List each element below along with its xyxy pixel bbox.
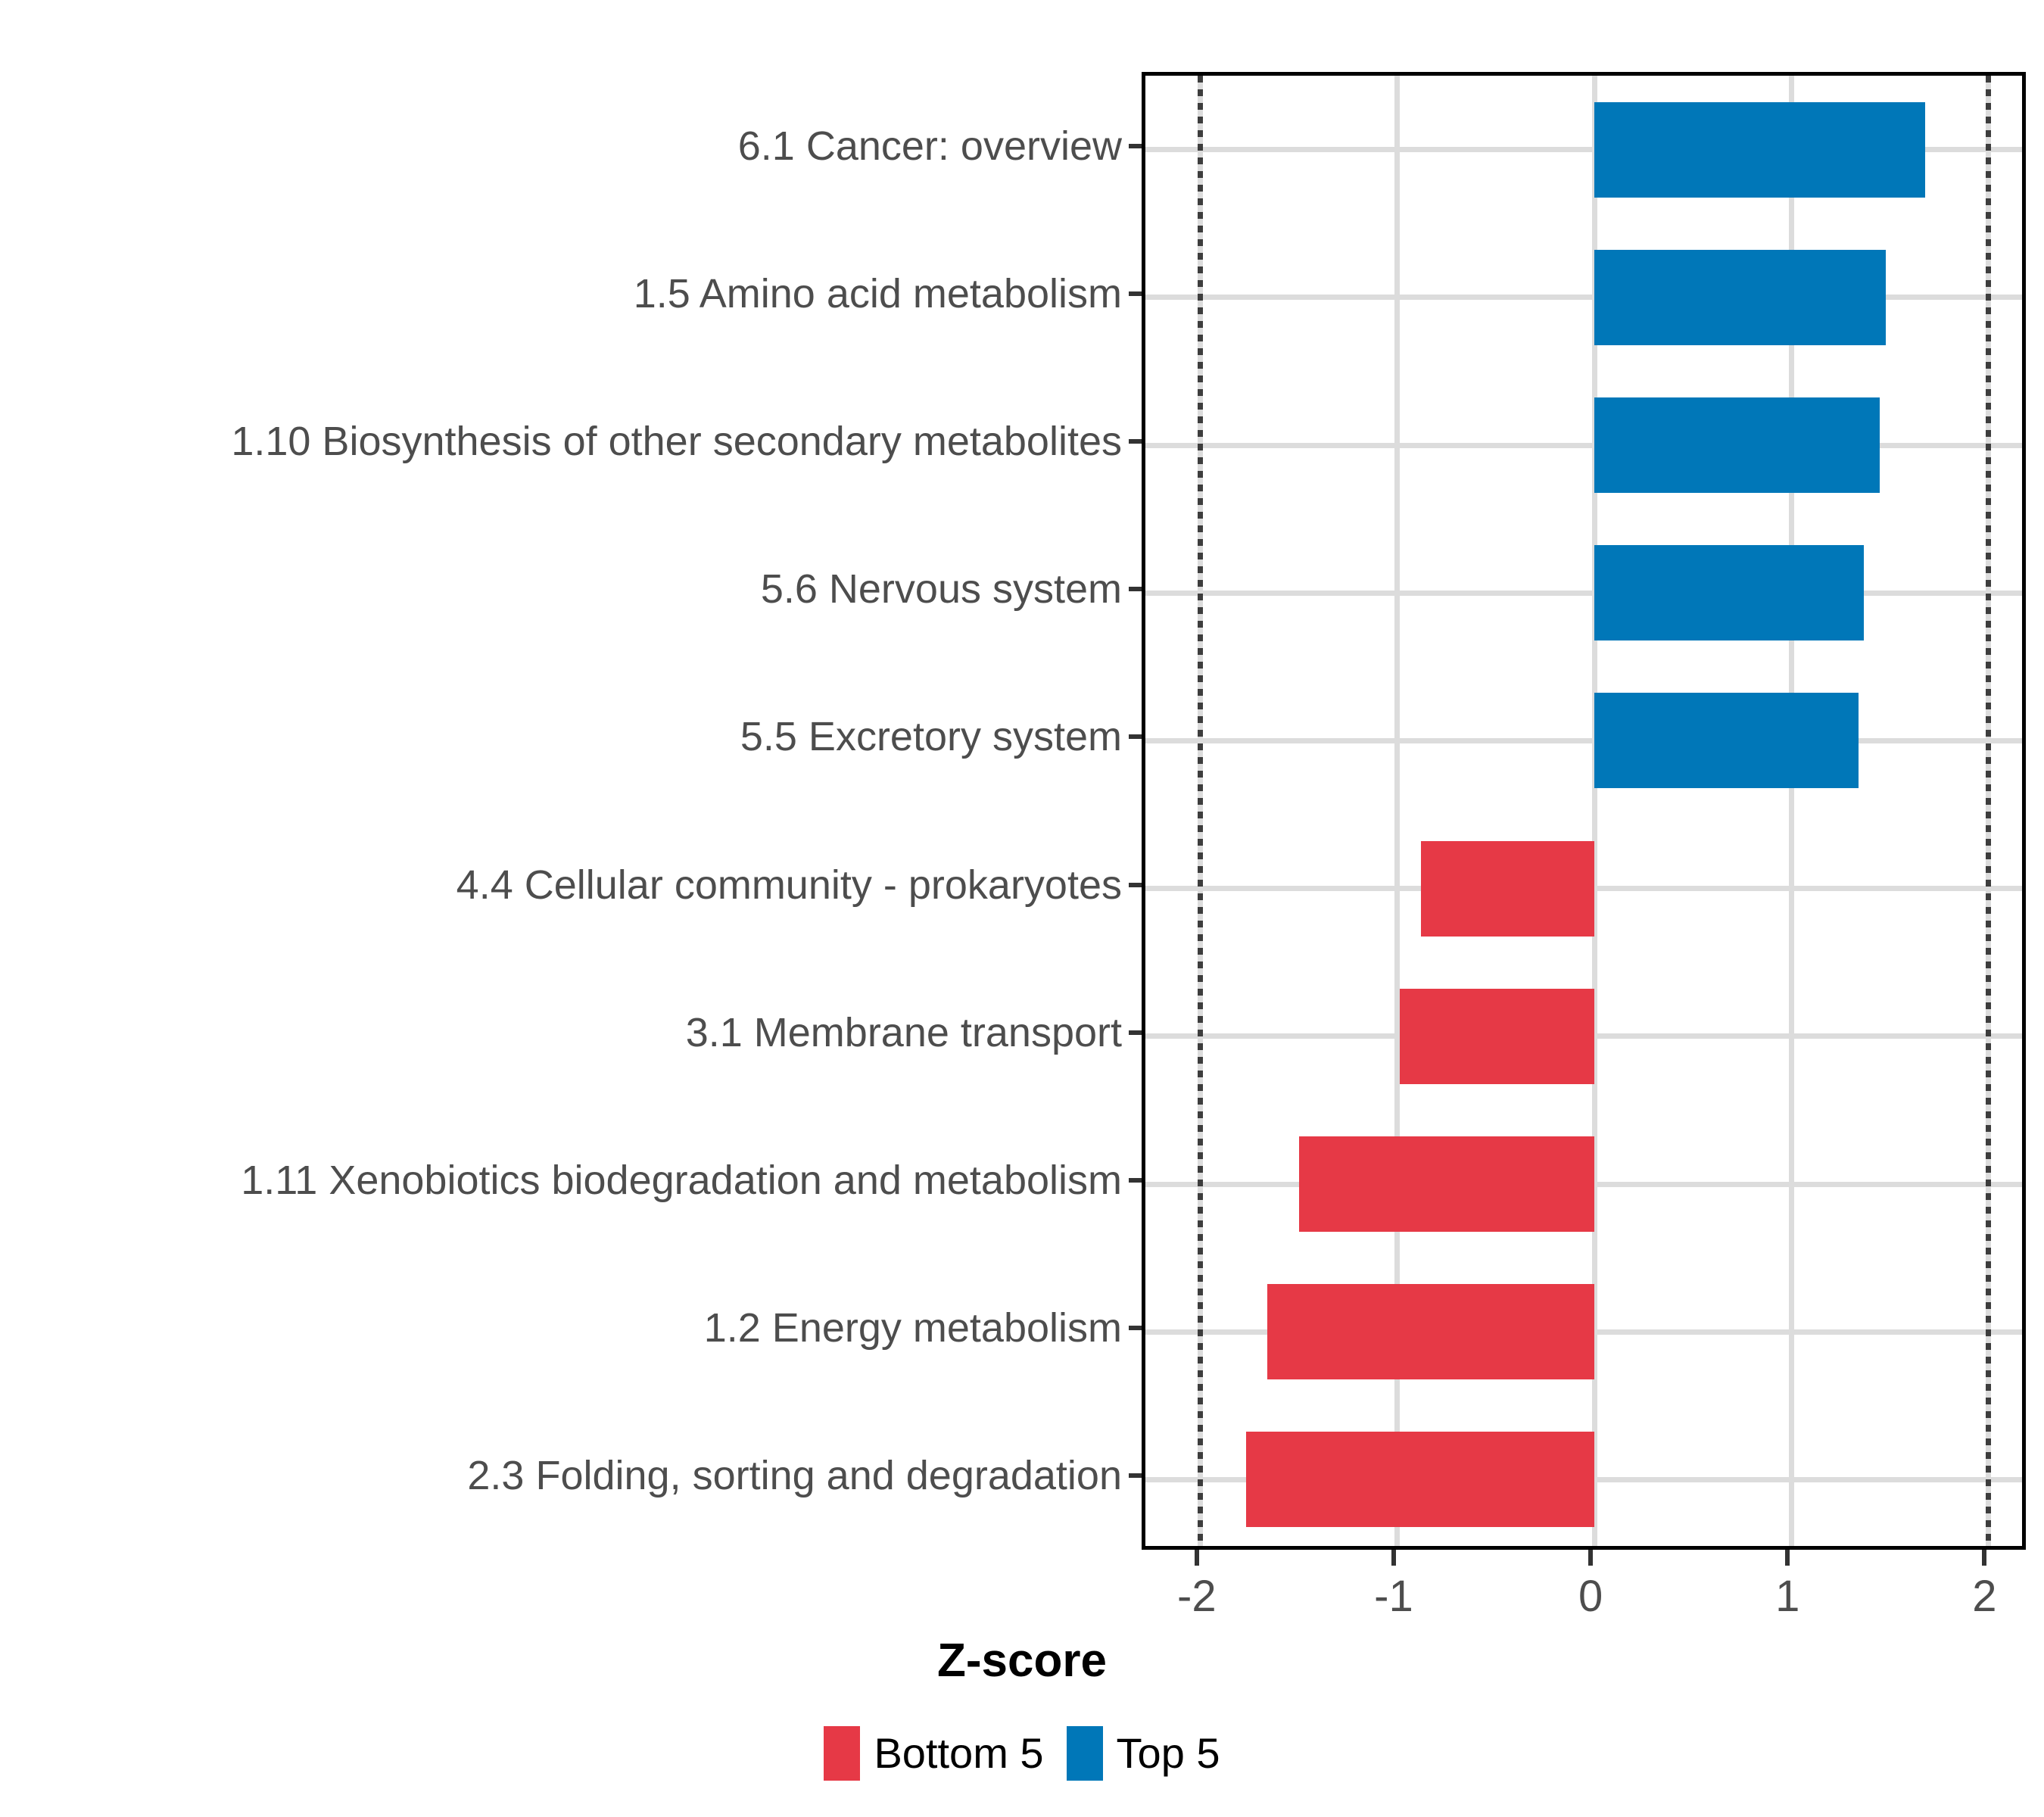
x-axis-tick-mark <box>1194 1550 1199 1566</box>
y-gridline <box>1145 737 2022 743</box>
y-axis-tick-mark <box>1129 143 1142 148</box>
bar <box>1298 1136 1595 1232</box>
y-axis-tick-label: 3.1 Membrane transport <box>685 1009 1122 1055</box>
bar <box>1594 397 1880 493</box>
legend-swatch-icon <box>1066 1726 1103 1781</box>
y-axis-tick-mark <box>1129 587 1142 592</box>
y-axis-tick-mark <box>1129 1473 1142 1479</box>
x-gridline <box>1591 76 1597 1546</box>
bar <box>1267 1284 1595 1380</box>
x-gridline <box>1394 76 1401 1546</box>
legend-item[interactable]: Bottom 5 <box>824 1726 1044 1781</box>
x-axis-tick-label: 1 <box>1775 1572 1800 1621</box>
bar <box>1245 1432 1595 1528</box>
x-axis-tick-label: -2 <box>1177 1572 1217 1621</box>
legend-label: Bottom 5 <box>874 1729 1044 1777</box>
plot-panel <box>1142 72 2026 1550</box>
x-axis-tick-label: 2 <box>1972 1572 1997 1621</box>
y-axis-tick-label: 6.1 Cancer: overview <box>737 123 1122 169</box>
y-axis-tick-mark <box>1129 882 1142 887</box>
y-axis-tick-label: 4.4 Cellular community - prokaryotes <box>456 862 1122 908</box>
chart-legend: Bottom 5 Top 5 <box>0 1726 2044 1781</box>
plot-area <box>1145 76 2022 1546</box>
y-axis-tick-mark <box>1129 291 1142 296</box>
y-axis-tick-mark <box>1129 1326 1142 1331</box>
y-axis-tick-mark <box>1129 734 1142 740</box>
y-axis-tick-label: 5.5 Excretory system <box>740 714 1122 760</box>
y-axis-tick-mark <box>1129 439 1142 444</box>
x-axis-tick-label: 0 <box>1578 1572 1603 1621</box>
y-gridline <box>1145 147 2022 153</box>
bar <box>1594 249 1887 345</box>
x-axis-tick-mark <box>1982 1550 1987 1566</box>
reference-line <box>1985 76 1991 1546</box>
x-axis-tick-mark <box>1391 1550 1396 1566</box>
y-axis-tick-label: 1.11 Xenobiotics biodegradation and meta… <box>241 1158 1122 1203</box>
x-axis-tick-mark <box>1785 1550 1790 1566</box>
reference-line <box>1198 76 1204 1546</box>
y-axis-tick-label: 2.3 Folding, sorting and degradation <box>467 1453 1122 1499</box>
bar <box>1594 693 1859 789</box>
y-gridline <box>1145 295 2022 301</box>
y-axis-tick-label: 1.10 Biosynthesis of other secondary met… <box>231 419 1122 464</box>
y-axis-tick-label: 5.6 Nervous system <box>760 566 1122 612</box>
legend-item[interactable]: Top 5 <box>1066 1726 1220 1781</box>
y-axis-tick-label: 1.5 Amino acid metabolism <box>633 270 1122 316</box>
x-axis-tick-mark <box>1588 1550 1594 1566</box>
y-axis-tick-mark <box>1129 1178 1142 1183</box>
legend-label: Top 5 <box>1116 1729 1220 1777</box>
bar <box>1594 545 1865 641</box>
bar <box>1421 840 1595 937</box>
legend-swatch-icon <box>824 1726 861 1781</box>
y-axis-tick-label: 1.2 Energy metabolism <box>703 1305 1122 1351</box>
y-axis-tick-mark <box>1129 1030 1142 1035</box>
bar <box>1594 101 1926 198</box>
bar <box>1399 988 1595 1084</box>
y-gridline <box>1145 442 2022 448</box>
x-axis-tick-label: -1 <box>1374 1572 1413 1621</box>
x-axis-title: Z-score <box>937 1635 1107 1687</box>
y-gridline <box>1145 590 2022 596</box>
x-gridline <box>1788 76 1794 1546</box>
